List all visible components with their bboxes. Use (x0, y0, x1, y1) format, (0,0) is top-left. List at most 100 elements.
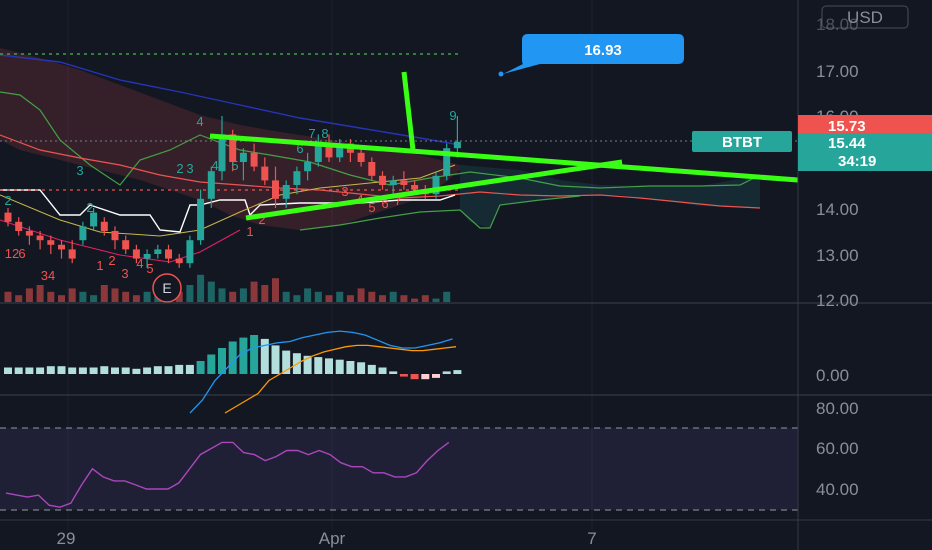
trendline-vertical[interactable] (401, 71, 416, 151)
sequence-number: 4 (196, 114, 203, 129)
sequence-number: 2 (108, 253, 115, 268)
volume-bar (368, 291, 376, 302)
candle (239, 148, 247, 181)
trendline-resistance[interactable] (209, 133, 799, 183)
cloud-lower-green (299, 195, 581, 231)
macd-histogram-bar (78, 367, 87, 374)
candle (379, 171, 386, 190)
macd-histogram-bar (36, 367, 45, 374)
currency-badge[interactable]: USD (821, 5, 909, 29)
candle (165, 244, 172, 264)
earnings-marker[interactable] (152, 273, 182, 303)
volume-bar (411, 298, 419, 302)
sequence-number: 6 (18, 246, 25, 261)
volume-bar (36, 285, 44, 302)
candle (197, 189, 205, 245)
candle (282, 180, 290, 208)
candle (453, 116, 461, 158)
sequence-number: 6 (296, 141, 303, 156)
macd-histogram-bar (218, 348, 226, 374)
candle (79, 221, 87, 245)
candle (15, 217, 23, 236)
grid-lines (67, 0, 593, 530)
macd-histogram-bar (442, 371, 451, 374)
volume-bar (15, 295, 23, 302)
macd-line (189, 330, 453, 414)
volume-bar (325, 295, 333, 302)
price-callout[interactable]: 16.93 (498, 34, 685, 77)
macd-histogram-bar (325, 358, 333, 374)
volume-bar (25, 288, 33, 302)
rsi-tick-60: 60.00 (816, 439, 859, 458)
price-tick-14: 14.00 (816, 200, 859, 219)
candle (4, 208, 12, 227)
volume-bar (400, 295, 408, 302)
volume-bar (443, 291, 451, 302)
macd-histogram-bar (271, 345, 280, 374)
callout-price-text: 16.93 (584, 42, 622, 59)
macd-histogram-bar (346, 361, 355, 374)
volume-bar (207, 281, 215, 302)
earnings-marker-label: E (162, 280, 171, 296)
sequence-number: 5 (231, 158, 238, 173)
candle (368, 157, 376, 181)
macd-histogram-bar (196, 361, 205, 374)
candle (207, 166, 215, 208)
macd-histogram-bar (260, 338, 269, 374)
candle (314, 134, 322, 167)
candle (58, 240, 65, 259)
volume-bar (100, 285, 108, 302)
macd-histogram-bar (68, 367, 77, 374)
rsi-tick-80: 80.00 (816, 399, 859, 418)
candle (175, 254, 183, 268)
candle (154, 244, 162, 259)
volume-bar (357, 288, 365, 302)
sequence-number: 4 (136, 256, 143, 271)
macd-histogram-bar (303, 355, 312, 374)
time-tick-7: 7 (587, 529, 596, 548)
macd-histogram-bar (432, 374, 440, 378)
sequence-number: 3 (76, 163, 83, 178)
macd-histogram-bar (25, 367, 34, 374)
volume-bar (239, 288, 247, 302)
countdown-value: 34:19 (838, 153, 876, 170)
sequence-number: 6 (381, 196, 388, 211)
sequence-number: 1 (246, 224, 253, 239)
volume-bar (379, 295, 386, 302)
candle (336, 139, 344, 162)
sequence-number: 4 (211, 158, 218, 173)
macd-histogram-bar (143, 367, 152, 374)
volume-bar (272, 278, 279, 302)
rsi-line (5, 441, 450, 508)
rsi-band-fill (0, 428, 798, 510)
candle (90, 208, 98, 231)
volume-bar (336, 291, 344, 302)
macd-histogram-bar (357, 362, 366, 374)
candle (400, 171, 408, 190)
symbol-tag[interactable]: BTBT (692, 131, 792, 152)
volume-bar (58, 295, 65, 302)
macd-histogram-bar (111, 367, 119, 374)
macd-histogram-bar (57, 366, 66, 374)
candle (132, 244, 140, 264)
volume-bar (132, 295, 140, 302)
candle (143, 249, 151, 268)
macd-histogram-bar (175, 364, 184, 374)
sequence-number: 9 (449, 108, 456, 123)
candle (186, 235, 194, 268)
sequence-number: 2 (176, 161, 183, 176)
candle (389, 175, 397, 195)
candle (100, 217, 108, 236)
sequence-number: 8 (321, 126, 328, 141)
volume-bar (175, 291, 183, 302)
volume-bar (282, 291, 290, 302)
candle (122, 235, 130, 254)
time-tick-29: 29 (57, 529, 76, 548)
trendline-support[interactable] (245, 159, 623, 221)
price-tick-12: 12.00 (816, 291, 859, 310)
candle (68, 240, 76, 264)
macd-histogram-bar (335, 359, 344, 374)
macd-histogram-bar (421, 374, 430, 380)
macd-histogram-bar (153, 366, 162, 374)
